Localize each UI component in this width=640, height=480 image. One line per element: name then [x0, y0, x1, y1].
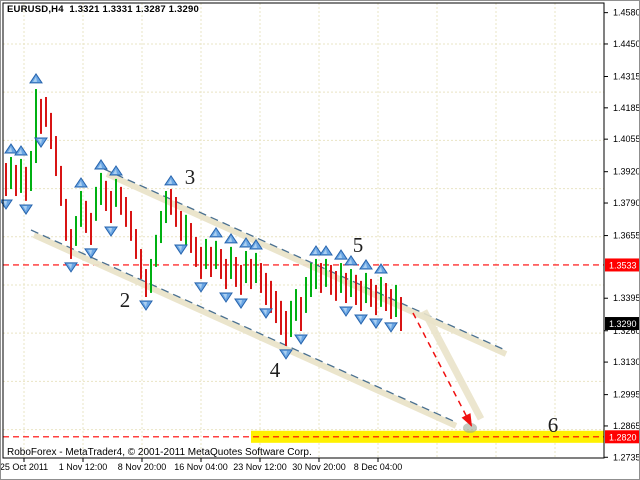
projection-arrowhead-icon: [461, 413, 472, 427]
price-tag-1.3533: [605, 258, 639, 272]
x-axis-label: 8 Nov 20:00: [118, 462, 167, 472]
arrowhead-shadow-blob: [463, 422, 477, 433]
fractal-highlight: [238, 300, 242, 306]
x-axis-label: 16 Nov 04:00: [174, 462, 228, 472]
fractal-highlight: [88, 249, 92, 255]
fractal-highlight: [33, 76, 37, 82]
fractal-highlight: [78, 181, 82, 187]
fractal-highlight: [323, 248, 327, 254]
fractal-highlight: [283, 350, 287, 356]
fractal-highlight: [18, 148, 22, 154]
fractal-highlight: [98, 162, 102, 168]
y-axis-label: 1.4185: [613, 103, 640, 113]
plot-border: [2, 2, 605, 459]
fractal-highlight: [143, 301, 147, 307]
fractal-highlight: [168, 178, 172, 184]
fractal-highlight: [8, 147, 12, 153]
y-axis-label: 1.4055: [613, 134, 640, 144]
fractal-highlight: [213, 230, 217, 236]
fractal-highlight: [3, 200, 7, 206]
x-axis-label: 25 Oct 2011: [1, 462, 48, 472]
y-axis-label: 1.3920: [613, 167, 640, 177]
x-axis-label: 1 Nov 12:00: [59, 462, 108, 472]
fractal-highlight: [313, 248, 317, 254]
price-tag-text: 1.3533: [609, 260, 637, 270]
fractal-highlight: [253, 242, 257, 248]
wave-label-5: 5: [353, 233, 364, 257]
price-tag-1.3290: [605, 317, 639, 331]
y-axis-label: 1.4580: [613, 8, 640, 18]
channel-upper-glow: [105, 171, 508, 357]
fractal-highlight: [68, 263, 72, 269]
fractal-highlight: [38, 139, 42, 145]
time-axis[interactable]: [1, 457, 639, 479]
y-axis-label: 1.3130: [613, 357, 640, 367]
y-axis-label: 1.3655: [613, 231, 640, 241]
fractal-highlight: [223, 294, 227, 300]
y-axis-label: 1.3395: [613, 293, 640, 303]
fractal-highlight: [263, 309, 267, 315]
x-axis-label: 23 Nov 12:00: [233, 462, 287, 472]
fractal-highlight: [338, 253, 342, 259]
y-axis-label: 1.2735: [613, 452, 640, 462]
fractal-highlight: [373, 320, 377, 326]
fractal-highlight: [243, 241, 247, 247]
fractal-highlight: [23, 206, 27, 212]
y-axis-label: 1.2865: [613, 421, 640, 431]
price-tag-1.2820: [605, 430, 639, 444]
fractal-highlight: [343, 307, 347, 313]
y-axis-label: 1.4450: [613, 39, 640, 49]
fractal-highlight: [378, 267, 382, 273]
fractal-highlight: [358, 315, 362, 321]
y-axis-label: 1.4315: [613, 72, 640, 82]
y-axis-label: 1.3790: [613, 198, 640, 208]
fractal-highlight: [198, 283, 202, 289]
fractal-highlight: [348, 258, 352, 264]
fractal-highlight: [298, 335, 302, 341]
wave-label-4: 4: [270, 358, 281, 382]
fractal-highlight: [228, 236, 232, 242]
y-axis-label: 1.2995: [613, 390, 640, 400]
y-axis-label: 1.3260: [613, 326, 640, 336]
fractal-highlight: [363, 262, 367, 268]
fractal-highlight: [113, 168, 117, 174]
price-tag-text: 1.2820: [609, 432, 637, 442]
fractal-highlight: [178, 246, 182, 252]
fractal-highlight: [388, 323, 392, 329]
price-axis[interactable]: [603, 1, 639, 479]
copyright-text: RoboForex - MetaTrader4, © 2001-2011 Met…: [7, 447, 312, 458]
wave-label-6: 6: [548, 413, 559, 437]
wave-label-3: 3: [185, 165, 196, 189]
x-axis-label: 8 Dec 04:00: [354, 462, 403, 472]
price-tag-text: 1.3290: [609, 319, 637, 329]
wave-label-2: 2: [120, 288, 131, 312]
fractal-highlight: [108, 227, 112, 233]
projection-arrow-glow: [420, 309, 485, 421]
x-axis-label: 30 Nov 20:00: [292, 462, 346, 472]
chart-plot-area[interactable]: [3, 3, 604, 458]
channel-lower-glow: [32, 232, 458, 429]
chart-title: EURUSD,H4 1.3321 1.3331 1.3287 1.3290: [7, 4, 199, 15]
